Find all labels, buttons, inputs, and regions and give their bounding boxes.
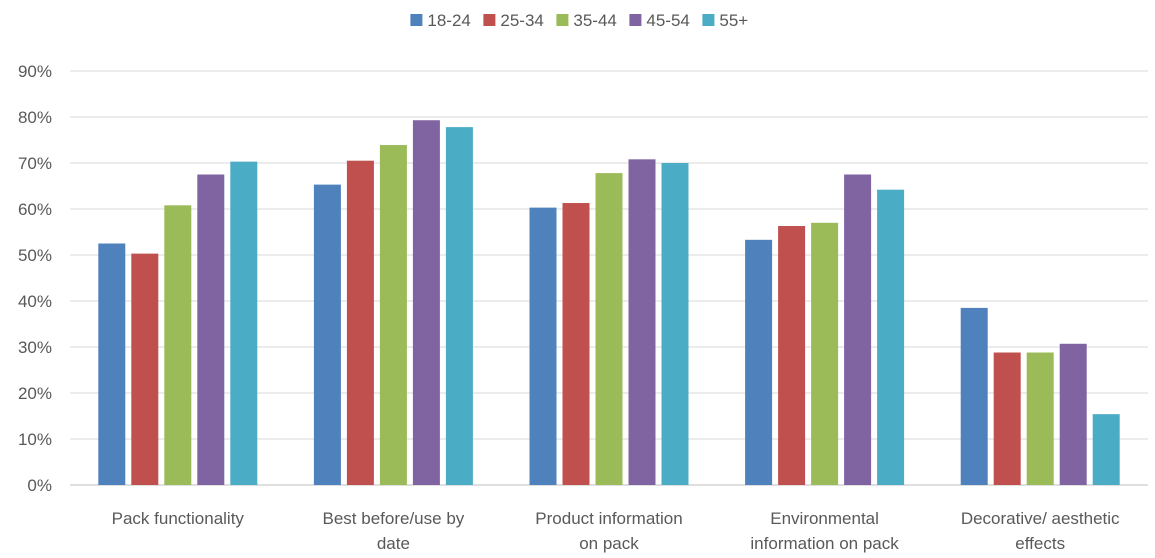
bar-25-34-0 [131,253,159,485]
y-tick-label: 70% [18,154,52,173]
y-tick-label: 40% [18,292,52,311]
bar-55plus-3 [877,189,905,485]
bar-55plus-4 [1092,414,1120,485]
bar-55plus-0 [230,161,258,485]
y-tick-label: 20% [18,384,52,403]
bar-25-34-1 [346,160,374,485]
y-tick-label: 0% [27,476,52,495]
x-category-label: Product information on pack [535,509,682,553]
bar-18-24-3 [745,239,773,485]
bar-55plus-1 [445,127,473,486]
y-tick-label: 90% [18,62,52,81]
y-tick-label: 60% [18,200,52,219]
bar-35-44-4 [1026,352,1054,485]
x-category-label: Pack functionality [112,509,245,528]
bar-45-54-1 [412,120,440,485]
bar-18-24-1 [313,184,341,485]
legend-swatch [410,14,423,26]
bar-35-44-1 [379,145,407,485]
bars [98,120,1120,486]
legend-swatch [556,14,569,26]
bar-35-44-0 [164,205,192,485]
bar-25-34-2 [562,203,590,485]
legend-swatch [702,14,715,26]
legend-label: 18-24 [427,11,470,30]
x-axis-labels: Pack functionality Best before/use by date… [112,509,1120,553]
y-axis-ticks: 0% 10% 20% 30% 40% 50% 60% 70% 80% 90% [18,62,52,495]
bar-25-34-4 [993,352,1021,485]
x-category-label: Best before/use by date [323,509,465,553]
legend-label: 25-34 [500,11,543,30]
legend-label: 35-44 [573,11,616,30]
y-tick-label: 30% [18,338,52,357]
chart-legend: 18-24 25-34 35-44 45-54 55+ [410,11,748,30]
bar-45-54-2 [628,159,656,485]
x-category-label: Decorative/ aesthetic effects [961,509,1120,553]
y-tick-label: 80% [18,108,52,127]
bar-55plus-2 [661,163,689,485]
legend-swatch [629,14,642,26]
bar-45-54-3 [844,174,872,485]
bar-35-44-3 [811,222,839,486]
bar-45-54-4 [1059,343,1087,485]
bar-18-24-2 [529,207,557,485]
bar-45-54-0 [197,174,225,485]
bar-35-44-2 [595,173,623,485]
legend-label: 45-54 [646,11,689,30]
legend-label: 55+ [719,11,748,30]
x-category-label: Environmental information on pack [750,509,899,553]
y-tick-label: 50% [18,246,52,265]
y-tick-label: 10% [18,430,52,449]
bar-18-24-0 [98,243,126,485]
bar-18-24-4 [960,307,988,485]
bar-25-34-3 [778,226,806,485]
legend-swatch [483,14,496,26]
